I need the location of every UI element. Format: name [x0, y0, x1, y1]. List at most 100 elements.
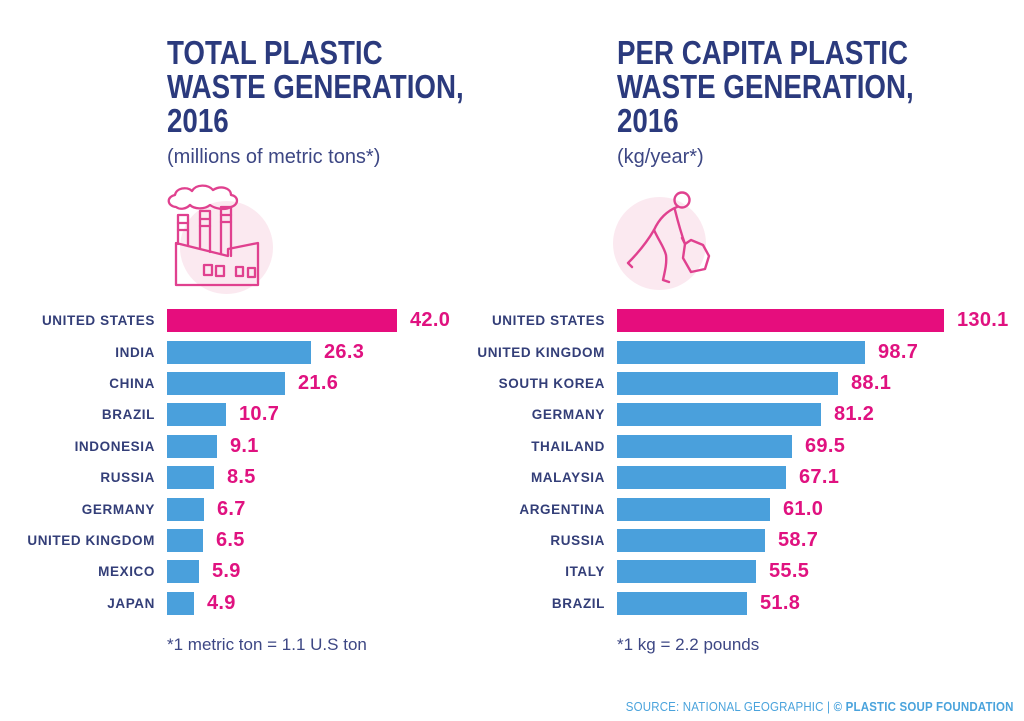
chart-row: RUSSIA 58.7 — [470, 525, 1024, 556]
value-label: 67.1 — [799, 466, 840, 489]
chart-row: MALAYSIA 67.1 — [470, 462, 1024, 493]
chart-row: BRAZIL 51.8 — [470, 588, 1024, 619]
value-label: 42.0 — [410, 309, 451, 332]
country-label: INDONESIA — [74, 438, 155, 454]
value-label: 21.6 — [298, 371, 339, 394]
chart-row: BRAZIL 10.7 — [10, 399, 470, 430]
chart-per-capita-units: (kg/year*) — [617, 146, 704, 168]
chart-per-capita-header: PER CAPITA PLASTIC WASTE GENERATION, 201… — [613, 36, 1024, 297]
value-bar — [167, 403, 226, 427]
source-credit: SOURCE: NATIONAL GEOGRAPHIC | © PLASTIC … — [626, 700, 1014, 714]
country-label: UNITED KINGDOM — [477, 344, 605, 360]
value-bar — [167, 560, 199, 584]
value-label: 9.1 — [230, 434, 259, 457]
value-label: 10.7 — [239, 403, 280, 426]
chart-row: JAPAN 4.9 — [10, 588, 470, 619]
value-label: 69.5 — [805, 434, 846, 457]
value-bar — [617, 434, 792, 458]
chart-row: RUSSIA 8.5 — [10, 462, 470, 493]
country-label: GERMANY — [81, 501, 155, 517]
title-line: PER CAPITA PLASTIC — [617, 34, 909, 71]
chart-row: SOUTH KOREA 88.1 — [470, 368, 1024, 399]
bar-chart-per-capita: UNITED STATES 130.1 UNITED KINGDOM 98.7 SOUT… — [470, 305, 1024, 619]
value-label: 61.0 — [783, 497, 824, 520]
value-label: 88.1 — [851, 371, 892, 394]
title-line: 2016 — [167, 102, 229, 139]
chart-row: UNITED KINGDOM 98.7 — [470, 336, 1024, 367]
chart-row: GERMANY 81.2 — [470, 399, 1024, 430]
chart-row: UNITED STATES 130.1 — [470, 305, 1024, 336]
country-label: BRAZIL — [551, 595, 605, 611]
country-label: MEXICO — [98, 564, 155, 580]
value-bar — [167, 497, 204, 521]
value-bar — [617, 560, 756, 584]
chart-total-waste: TOTAL PLASTIC WASTE GENERATION, 2016 (mi… — [10, 36, 470, 655]
chart-total-header: TOTAL PLASTIC WASTE GENERATION, 2016 (mi… — [167, 36, 470, 297]
value-bar — [617, 371, 838, 395]
brand-text: © PLASTIC SOUP FOUNDATION — [833, 700, 1014, 714]
title-line: WASTE GENERATION, — [617, 68, 914, 105]
value-label: 26.3 — [324, 340, 365, 363]
value-bar — [617, 309, 944, 333]
chart-per-capita-footnote: *1 kg = 2.2 pounds — [617, 634, 760, 654]
value-bar — [167, 591, 194, 615]
value-bar — [167, 309, 397, 333]
chart-total-title: TOTAL PLASTIC WASTE GENERATION, 2016 — [167, 34, 464, 139]
value-label: 4.9 — [207, 591, 236, 614]
country-label: RUSSIA — [550, 532, 605, 548]
chart-row: CHINA 21.6 — [10, 368, 470, 399]
source-text: SOURCE: NATIONAL GEOGRAPHIC | — [626, 700, 834, 714]
value-bar — [617, 403, 821, 427]
value-bar — [167, 528, 203, 552]
chart-row: ARGENTINA 61.0 — [470, 493, 1024, 524]
value-label: 8.5 — [227, 466, 256, 489]
country-label: ITALY — [565, 564, 605, 580]
value-label: 58.7 — [778, 528, 819, 551]
bar-chart-total: UNITED STATES 42.0 INDIA 26.3 CHINA 21.6 BRAZI… — [10, 305, 470, 619]
chart-per-capita-title: PER CAPITA PLASTIC WASTE GENERATION, 201… — [617, 36, 959, 138]
value-bar — [167, 340, 311, 364]
country-label: ARGENTINA — [519, 501, 605, 517]
country-label: CHINA — [109, 375, 155, 391]
chart-total-footnote: *1 metric ton = 1.1 U.S ton — [167, 634, 367, 654]
country-label: UNITED STATES — [41, 313, 155, 329]
person-picking-litter-icon — [605, 181, 723, 297]
value-label: 81.2 — [834, 403, 875, 426]
chart-row: ITALY 55.5 — [470, 556, 1024, 587]
chart-row: MEXICO 5.9 — [10, 556, 470, 587]
country-label: INDIA — [115, 344, 155, 360]
chart-row: UNITED KINGDOM 6.5 — [10, 525, 470, 556]
value-bar — [617, 466, 786, 490]
value-bar — [167, 434, 217, 458]
value-label: 6.7 — [217, 497, 246, 520]
country-label: RUSSIA — [100, 470, 155, 486]
value-bar — [167, 371, 285, 395]
value-label: 51.8 — [760, 591, 801, 614]
title-line: WASTE GENERATION, — [167, 68, 464, 105]
country-label: THAILAND — [531, 438, 605, 454]
value-label: 5.9 — [212, 560, 241, 583]
country-label: SOUTH KOREA — [498, 375, 605, 391]
country-label: JAPAN — [107, 595, 155, 611]
chart-row: INDIA 26.3 — [10, 336, 470, 367]
value-label: 98.7 — [878, 340, 919, 363]
charts-container: TOTAL PLASTIC WASTE GENERATION, 2016 (mi… — [10, 36, 1024, 655]
chart-per-capita: PER CAPITA PLASTIC WASTE GENERATION, 201… — [470, 36, 1024, 655]
value-label: 6.5 — [216, 528, 245, 551]
icon-halo — [613, 197, 706, 290]
value-bar — [617, 340, 865, 364]
chart-row: GERMANY 6.7 — [10, 493, 470, 524]
country-label: BRAZIL — [101, 407, 155, 423]
country-label: GERMANY — [531, 407, 605, 423]
value-bar — [617, 497, 770, 521]
chart-row: THAILAND 69.5 — [470, 431, 1024, 462]
title-line: TOTAL PLASTIC — [167, 34, 383, 71]
factory-icon — [160, 181, 278, 297]
value-bar — [617, 591, 747, 615]
title-line: 2016 — [617, 102, 679, 139]
chart-row: UNITED STATES 42.0 — [10, 305, 470, 336]
country-label: MALAYSIA — [530, 470, 605, 486]
country-label: UNITED KINGDOM — [27, 532, 155, 548]
value-bar — [617, 528, 765, 552]
